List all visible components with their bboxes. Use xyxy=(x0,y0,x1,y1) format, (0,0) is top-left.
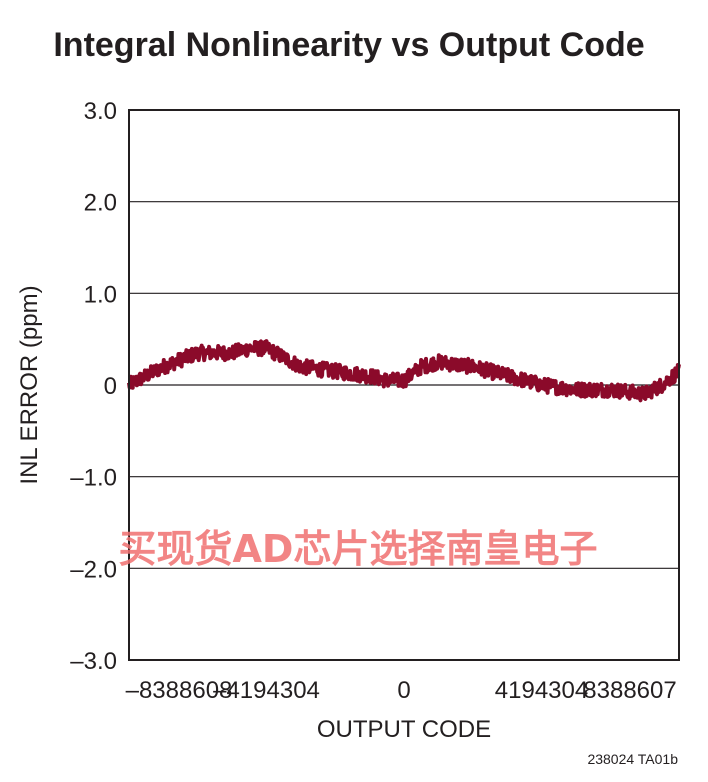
y-tick-label: –3.0 xyxy=(70,648,117,675)
y-tick-label: –2.0 xyxy=(70,556,117,583)
y-axis-label: INL ERROR (ppm) xyxy=(16,285,43,484)
x-tick-label: –4194304 xyxy=(213,677,320,704)
y-tick-labels: 3.0 2.0 1.0 0 –1.0 –2.0 –3.0 xyxy=(70,98,117,675)
y-tick-label: –1.0 xyxy=(70,465,117,492)
inl-series-line xyxy=(127,339,681,403)
x-tick-label: 4194304 xyxy=(495,677,588,704)
chart-title: Integral Nonlinearity vs Output Code xyxy=(53,26,644,64)
figure-id: 238024 TA01b xyxy=(587,751,678,767)
y-tick-label: 2.0 xyxy=(84,190,117,217)
watermark-text: 买现货AD芯片选择南皇电子 xyxy=(119,527,598,571)
x-tick-label: 8388607 xyxy=(583,677,676,704)
y-tick-label: 0 xyxy=(104,373,117,400)
y-tick-label: 3.0 xyxy=(84,98,117,125)
x-axis-label: OUTPUT CODE xyxy=(317,716,491,743)
plot-frame xyxy=(128,109,680,661)
y-tick-label: 1.0 xyxy=(84,281,117,308)
x-tick-label: –8388608 xyxy=(126,677,233,704)
data-series xyxy=(127,339,681,403)
x-tick-label: 0 xyxy=(397,677,410,704)
